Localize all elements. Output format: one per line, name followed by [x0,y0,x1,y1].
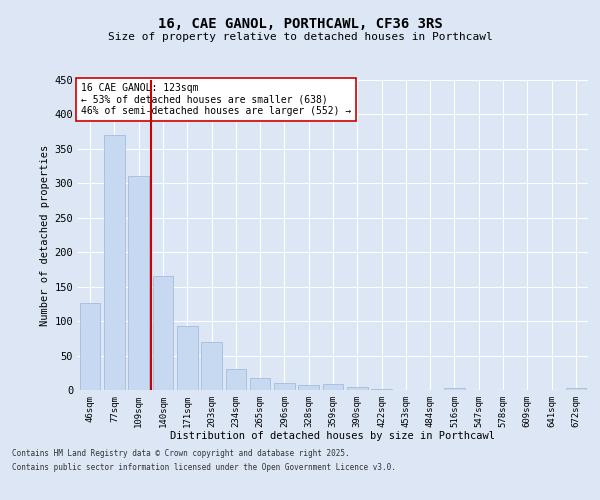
Bar [444,388,465,390]
Y-axis label: Number of detached properties: Number of detached properties [40,144,50,326]
Bar [347,387,368,390]
Bar [250,378,271,390]
Text: Contains public sector information licensed under the Open Government Licence v3: Contains public sector information licen… [12,464,396,472]
Bar [128,176,149,390]
Text: 16 CAE GANOL: 123sqm
← 53% of detached houses are smaller (638)
46% of semi-deta: 16 CAE GANOL: 123sqm ← 53% of detached h… [80,83,351,116]
Bar [298,385,319,390]
Text: Size of property relative to detached houses in Porthcawl: Size of property relative to detached ho… [107,32,493,42]
Bar [152,276,173,390]
Bar [274,383,295,390]
Text: Contains HM Land Registry data © Crown copyright and database right 2025.: Contains HM Land Registry data © Crown c… [12,448,350,458]
Bar [80,302,100,390]
X-axis label: Distribution of detached houses by size in Porthcawl: Distribution of detached houses by size … [170,432,496,442]
Bar [566,388,586,390]
Bar [201,342,222,390]
Bar [104,135,125,390]
Text: 16, CAE GANOL, PORTHCAWL, CF36 3RS: 16, CAE GANOL, PORTHCAWL, CF36 3RS [158,18,442,32]
Bar [226,370,246,390]
Bar [323,384,343,390]
Bar [177,326,197,390]
Bar [371,388,392,390]
